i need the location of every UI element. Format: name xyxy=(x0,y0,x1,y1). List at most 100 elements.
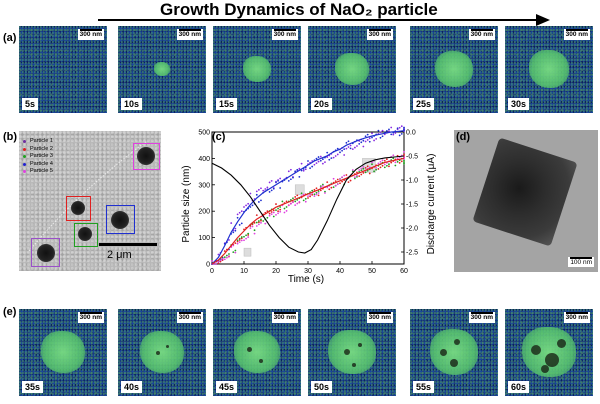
data-point xyxy=(349,144,352,147)
crystal-icon xyxy=(294,184,305,196)
scale-bar: 300 nm xyxy=(77,312,104,323)
scale-bar: 300 nm xyxy=(468,29,495,40)
data-point xyxy=(270,213,273,216)
data-point xyxy=(366,165,369,168)
data-point xyxy=(302,169,305,172)
data-point xyxy=(394,164,397,167)
particle-3 xyxy=(78,227,92,241)
nao2-particle xyxy=(243,56,271,82)
data-point xyxy=(240,236,243,238)
x-tick-label: 30 xyxy=(304,268,312,275)
data-point xyxy=(317,156,320,158)
data-point xyxy=(360,173,363,176)
particle-2 xyxy=(71,201,85,215)
data-point xyxy=(326,181,329,184)
data-point xyxy=(234,251,237,254)
scale-bar: 300 nm xyxy=(77,29,104,40)
data-point xyxy=(275,203,277,205)
frame-row_e_frames-2: 300 nm 40s xyxy=(118,309,206,396)
legend-entry: Particle 5 xyxy=(23,168,53,176)
data-point xyxy=(403,150,405,153)
data-point xyxy=(289,178,292,181)
crystal-icon xyxy=(243,247,252,257)
data-point xyxy=(279,210,282,213)
data-point xyxy=(394,161,397,164)
data-point xyxy=(294,170,297,173)
data-point xyxy=(339,182,341,185)
data-point xyxy=(272,209,275,212)
data-point xyxy=(353,146,356,149)
particle-5 xyxy=(137,147,155,165)
data-point xyxy=(388,163,390,166)
data-point xyxy=(336,153,339,156)
data-point xyxy=(398,126,401,129)
dark-spot xyxy=(454,339,460,345)
data-point xyxy=(266,186,269,189)
data-point xyxy=(385,164,388,167)
data-point xyxy=(234,229,237,232)
data-point xyxy=(356,171,358,174)
data-point xyxy=(257,223,260,226)
nao2-particle xyxy=(522,327,576,377)
data-point xyxy=(317,160,320,163)
data-point xyxy=(234,249,237,252)
data-point xyxy=(400,132,403,135)
data-point xyxy=(221,259,224,261)
x-tick-label: 20 xyxy=(272,268,280,275)
data-point xyxy=(328,188,331,191)
data-point xyxy=(309,195,311,198)
nao2-particle xyxy=(435,51,473,87)
data-point xyxy=(247,234,250,236)
data-point xyxy=(304,200,307,203)
data-point xyxy=(347,140,350,143)
data-point xyxy=(343,154,346,156)
data-point xyxy=(358,142,361,145)
frame-row_a_frames-3: 300 nm 15s xyxy=(213,26,301,113)
time-label: 45s xyxy=(216,381,238,393)
frame-row_a_frames-1: 300 nm 5s xyxy=(19,26,107,113)
data-point xyxy=(336,147,339,150)
data-point xyxy=(390,161,393,164)
data-point xyxy=(228,253,230,255)
y2-tick-label: -2.0 xyxy=(406,226,418,233)
frame-row_e_frames-1: 300 nm 35s xyxy=(19,309,107,396)
data-point xyxy=(304,197,307,200)
nao2-particle xyxy=(335,53,369,85)
panel-d-tem-image: 100 nm xyxy=(454,130,598,272)
data-point xyxy=(270,189,273,192)
data-point xyxy=(381,135,384,138)
data-point xyxy=(400,160,403,163)
time-label: 55s xyxy=(413,381,435,393)
data-point xyxy=(228,255,230,257)
data-point xyxy=(334,184,337,187)
dark-spot xyxy=(440,349,447,356)
frame-row_a_frames-4: 300 nm 20s xyxy=(308,26,396,113)
scale-bar: 300 nm xyxy=(468,312,495,323)
data-point xyxy=(332,156,335,159)
frame-row_a_frames-6: 300 nm 30s xyxy=(505,26,593,113)
data-point xyxy=(358,175,361,177)
dark-spot xyxy=(344,349,350,355)
data-point xyxy=(388,128,390,131)
data-point xyxy=(403,161,405,163)
legend-entry: Particle 1 xyxy=(23,138,53,146)
data-point xyxy=(326,186,329,189)
scale-bar: 300 nm xyxy=(366,29,393,40)
data-point xyxy=(285,206,288,208)
time-label: 30s xyxy=(508,98,530,110)
data-point xyxy=(245,237,247,240)
data-point xyxy=(268,191,271,193)
data-point xyxy=(315,191,318,194)
data-point xyxy=(336,183,339,186)
data-point xyxy=(381,159,384,162)
scale-bar: 300 nm xyxy=(176,312,203,323)
data-point xyxy=(277,207,279,210)
data-point xyxy=(368,172,371,175)
y-tick-label: 200 xyxy=(198,209,210,216)
dark-spot xyxy=(531,345,541,355)
data-point xyxy=(315,187,318,190)
panel-b-legend: Particle 1 Particle 2 Particle 3 Particle 4… xyxy=(23,138,53,176)
legend-label: Particle 5 xyxy=(30,168,53,174)
data-point xyxy=(228,239,230,241)
data-point xyxy=(225,256,228,259)
